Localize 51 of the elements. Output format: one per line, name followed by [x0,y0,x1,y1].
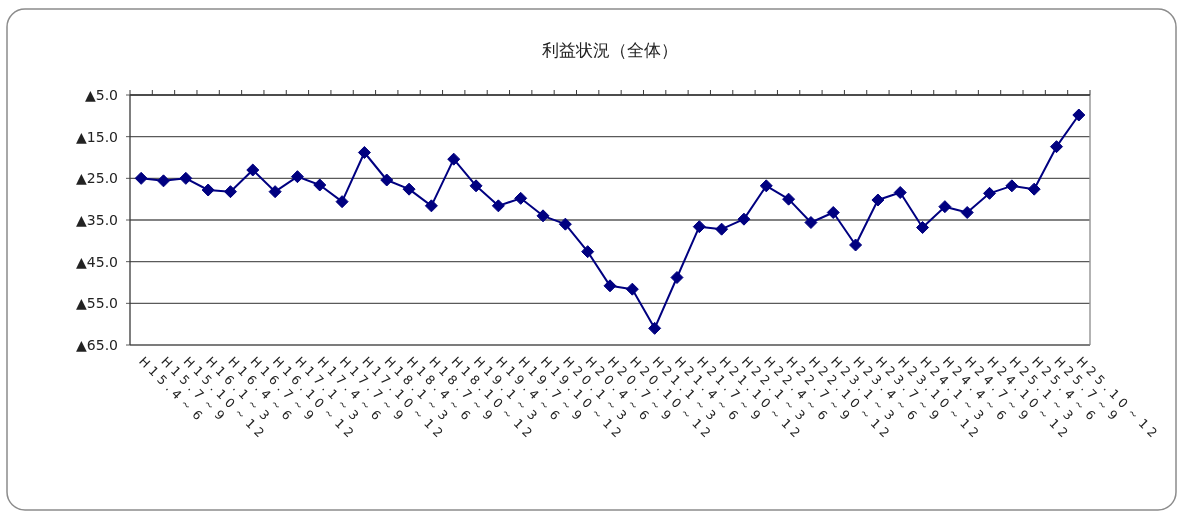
point [246,163,260,177]
point [335,195,349,209]
point [871,193,885,207]
point [715,222,729,236]
point [625,282,639,296]
point [223,185,237,199]
point [1027,182,1041,196]
point [960,206,974,219]
point [983,186,997,200]
point [692,220,706,234]
point [1005,179,1019,193]
y-tick-label: ▲5.0 [84,87,118,103]
point [491,199,505,213]
y-tick-label: ▲45.0 [76,253,118,270]
point [402,182,416,196]
point [313,178,327,192]
point [782,192,796,206]
point [134,171,148,185]
point [581,245,595,259]
point [938,200,952,214]
point [380,173,394,187]
point [268,185,282,199]
point [916,221,930,234]
point [759,179,773,193]
point [424,199,438,213]
point [849,238,863,252]
point [893,186,907,199]
point [469,179,483,193]
point [648,321,662,335]
point [290,170,304,184]
point [670,271,684,284]
point [558,217,572,231]
point [447,152,461,166]
chart-title: 利益状況（全体） [542,40,678,60]
point [826,206,840,219]
point [1072,108,1086,122]
y-tick-label: ▲15.0 [76,128,118,145]
point [201,183,215,197]
y-tick-label: ▲35.0 [76,212,118,228]
point [1050,140,1064,154]
y-tick-label: ▲65.0 [76,337,118,353]
point [603,279,617,293]
y-tick-label: ▲55.0 [76,295,118,312]
point [737,212,751,226]
point [179,171,193,185]
point [156,174,170,188]
point [514,191,528,205]
y-tick-label: ▲25.0 [76,170,118,187]
point [357,146,371,159]
point [536,209,550,223]
point [804,216,818,229]
